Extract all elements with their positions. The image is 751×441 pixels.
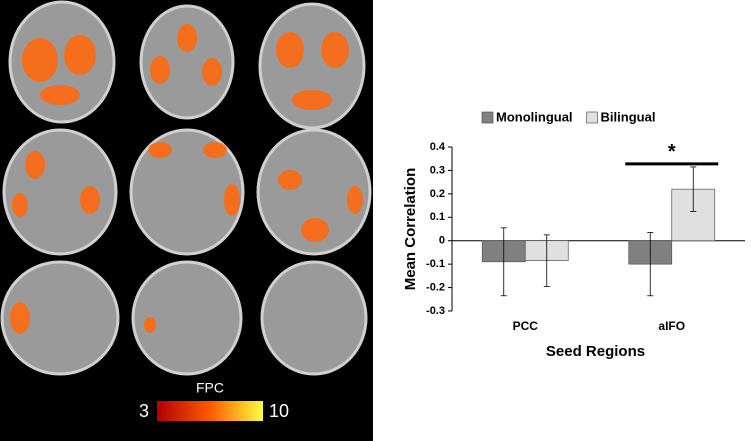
x-axis-label: Seed Regions: [546, 343, 645, 360]
legend-label: Bilingual: [601, 109, 656, 124]
y-tick-label: -0.2: [426, 281, 445, 293]
y-tick-label: 0.4: [430, 141, 446, 153]
colorbar-tick-label: 10: [269, 401, 289, 421]
legend-swatch: [481, 111, 494, 124]
y-tick-label: 0.2: [430, 188, 445, 200]
x-tick-label: PCC: [513, 319, 539, 333]
significance-label: *: [668, 141, 676, 163]
bar: [671, 188, 716, 242]
brain-panel: [0, 0, 373, 441]
y-tick-label: 0.1: [430, 211, 445, 223]
colorbar-title: FPC: [196, 380, 224, 396]
colorbar-tick-label: 3: [139, 401, 149, 421]
legend-swatch: [586, 111, 598, 124]
y-tick-label: -0.3: [426, 305, 445, 317]
error-bar: [690, 166, 697, 212]
y-tick-label: 0: [439, 235, 445, 247]
y-tick-label: 0.3: [430, 164, 445, 176]
x-tick-label: aIFO: [658, 319, 685, 333]
error-bar: [543, 234, 550, 287]
legend-label: Monolingual: [496, 109, 573, 124]
y-axis-label: Mean Correlation: [402, 168, 419, 291]
error-bar: [647, 232, 654, 297]
y-tick-label: -0.1: [426, 258, 445, 270]
error-bar: [500, 227, 507, 297]
